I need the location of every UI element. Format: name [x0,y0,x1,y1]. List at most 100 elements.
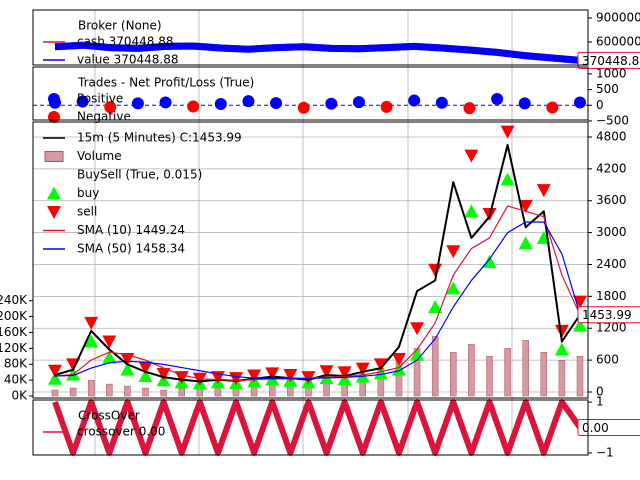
y-tick-label: 1800 [596,289,627,303]
sma-line [54,221,581,380]
value-box [577,419,640,436]
trade-point [408,94,421,107]
sell-marker [84,316,99,330]
sell-marker [428,263,443,277]
legend-title: CrossOver [78,409,140,423]
trade-point [546,101,559,114]
legend-label: Negative [77,110,131,124]
sell-marker [554,324,569,338]
y-tick-label: −500 [596,113,629,127]
y-tick-label: 3600 [596,193,627,207]
buy-marker [518,236,533,250]
buy-marker [102,350,117,364]
trade-point [352,96,365,109]
trade-point [242,95,255,108]
legend-icon [47,206,61,219]
legend-label: SMA (50) 1458.34 [77,242,185,256]
volume-bar [87,379,95,397]
legend-title: Trades - Net Profit/Loss (True) [77,76,254,90]
sell-marker [373,358,388,372]
y-tick-label: 1200 [596,321,627,335]
series-line [52,399,583,456]
trade-point [297,101,310,114]
panel-frame [32,121,589,399]
y-tick-label: 4800 [596,129,627,143]
y-tick-label: 160K [0,325,28,339]
sell-marker [48,364,62,378]
y-tick-label: 80K [4,357,28,371]
y-tick-label: 600 [596,353,619,367]
buy-marker [500,172,515,186]
legend-label: sell [77,205,97,219]
sell-marker [355,362,370,376]
y-tick-label: 0 [596,98,604,112]
trade-point [214,98,227,111]
volume-bar [558,360,566,397]
y-tick-label: 40K [4,373,28,387]
legend-icon [44,151,64,162]
sell-marker [229,372,244,386]
buy-marker [464,204,479,218]
trade-point [187,100,200,113]
value-box [577,306,640,324]
sell-marker [156,367,171,381]
trade-point [380,100,393,113]
sell-marker [536,184,551,198]
sell-marker [247,369,262,383]
trade-point [104,101,117,114]
panel-frame [32,399,589,456]
volume-bar [450,352,457,397]
y-tick-label: 240K [0,293,28,307]
legend-icon [47,186,61,200]
y-tick-label: 500 [596,82,619,96]
volume-bar [522,340,529,397]
buy-marker [391,362,406,376]
sell-marker [446,245,461,259]
buy-marker [573,318,587,332]
y-tick-label: 1 [596,395,604,409]
value-label: 370448.88 [582,54,640,68]
y-tick-label: 0 [596,384,604,398]
sell-marker [138,361,153,375]
sell-marker [283,368,298,382]
sell-marker [102,335,117,349]
buy-marker [84,334,99,348]
trade-point [491,92,504,105]
buy-marker [410,347,425,361]
volume-bar [504,348,511,397]
volume-bar [51,389,59,397]
value-box [577,51,640,69]
volume-bar [124,385,131,397]
legend-title: Broker (None) [78,19,162,33]
y-tick-label: 3000 [596,225,627,239]
trade-point [159,96,172,109]
y-tick-label: −1 [596,445,614,459]
series-line [54,41,581,64]
buy-marker [554,342,569,356]
volume-bar [106,383,113,397]
sell-marker [319,365,334,379]
legend-label: buy [77,186,99,200]
value-label: 0.00 [582,421,609,435]
legend-title: BuySell (True, 0.015) [77,168,202,182]
buy-marker [373,366,388,380]
trade-point [76,95,89,108]
volume-bar [431,336,439,397]
trade-point [435,96,448,109]
legend-label: Volume [77,149,122,163]
sell-marker [500,125,515,139]
sell-marker [410,322,425,336]
volume-bar [160,389,167,397]
y-tick-label: 0K [11,389,28,403]
panel-frame [32,9,589,66]
volume-bar [178,387,185,397]
trade-point [325,97,338,110]
legend-icon [48,93,60,105]
volume-bar [576,356,584,397]
volume-bar [486,356,493,397]
legend-label: cash 370448.88 [77,35,174,49]
trade-point [463,102,476,115]
sell-marker [391,353,406,367]
legend-label: crossover 0.00 [77,425,165,439]
y-tick-label: 900000 [596,11,640,25]
